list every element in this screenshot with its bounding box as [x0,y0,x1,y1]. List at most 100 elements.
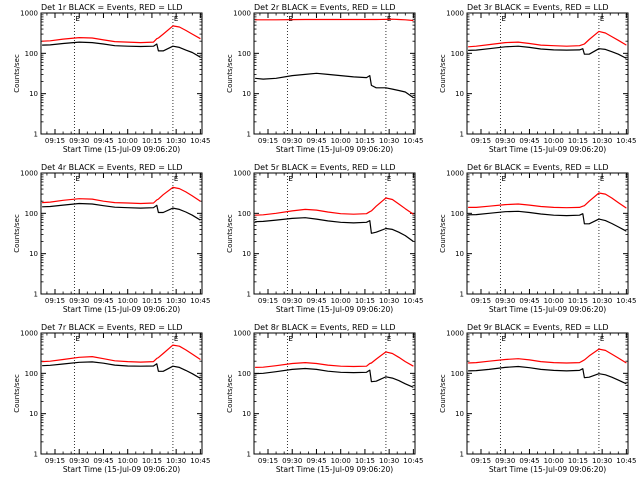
lld-series-line [468,30,627,48]
y-tick-label: 1 [34,451,38,459]
y-tick-label: 100 [25,370,38,378]
x-axis-label: Start Time (15-Jul-09 09:06:20) [63,145,180,154]
event-marker-label: E [174,15,178,23]
event-marker-label: E [387,335,391,343]
plot-frame [253,332,416,455]
x-tick-label: 09:30 [282,297,302,305]
y-tick-label: 100 [238,50,251,58]
y-tick-label: 100 [451,370,464,378]
y-tick-label: 1 [247,131,251,139]
panel-title: Det 6r BLACK = Events, RED = LLD [467,163,609,172]
event-marker-label: E [600,335,604,343]
lld-series-line [468,348,627,364]
x-tick-label: 10:15 [355,457,375,465]
x-tick-label: 09:15 [258,297,278,305]
x-tick-label: 09:30 [495,137,515,145]
events-series-line [42,202,201,221]
y-tick-label: 1 [460,131,464,139]
y-tick-label: 1000 [20,10,38,18]
plot-frame [40,172,203,295]
x-tick-label: 09:30 [69,137,89,145]
panel-title: Det 7r BLACK = Events, RED = LLD [41,323,183,332]
x-tick-label: 10:30 [592,457,612,465]
x-tick-label: 09:30 [69,457,89,465]
events-series-line [42,41,201,58]
y-axis-label: Counts/sec [13,374,21,413]
events-series-line [468,365,627,385]
y-tick-label: 10 [29,90,38,98]
x-tick-label: 10:15 [355,137,375,145]
x-axis-label: Start Time (15-Jul-09 09:06:20) [63,305,180,314]
x-tick-label: 09:30 [282,457,302,465]
x-tick-label: 10:30 [166,457,186,465]
x-tick-label: 10:00 [331,457,351,465]
lld-series-line [255,197,414,216]
detector-panel: Det 7r BLACK = Events, RED = LLD 1 10 100 10… [13,323,210,474]
event-marker-label: E [600,175,604,183]
y-tick-label: 1000 [446,10,464,18]
event-marker-label: E [288,175,292,183]
event-marker-label: E [288,15,292,23]
y-tick-label: 1 [460,291,464,299]
y-tick-label: 10 [29,250,38,258]
lld-series-line [468,192,627,209]
event-marker-label: E [501,15,505,23]
events-series-line [255,217,414,242]
y-tick-label: 100 [25,210,38,218]
x-tick-label: 09:45 [93,297,113,305]
x-tick-label: 10:15 [142,297,162,305]
x-tick-label: 10:45 [190,137,210,145]
event-marker-label: E [75,175,79,183]
y-tick-label: 1000 [446,170,464,178]
event-marker-label: E [174,175,178,183]
x-tick-label: 10:00 [118,137,138,145]
x-tick-label: 09:30 [69,297,89,305]
plot-frame [466,12,629,135]
x-tick-label: 10:00 [544,137,564,145]
detector-panel: Det 8r BLACK = Events, RED = LLD 1 10 100 10… [226,323,423,474]
x-tick-label: 10:15 [355,297,375,305]
y-axis-label: Counts/sec [226,54,234,93]
x-tick-label: 09:30 [495,297,515,305]
x-tick-label: 10:00 [118,457,138,465]
event-marker-label: E [288,335,292,343]
x-axis-label: Start Time (15-Jul-09 09:06:20) [489,145,606,154]
x-tick-label: 09:30 [495,457,515,465]
y-tick-label: 10 [455,250,464,258]
x-tick-label: 10:45 [403,297,423,305]
panel-title: Det 8r BLACK = Events, RED = LLD [254,323,396,332]
detector-panel: Det 6r BLACK = Events, RED = LLD 1 10 100 10… [439,163,636,314]
y-tick-label: 10 [455,410,464,418]
y-tick-label: 1000 [20,330,38,338]
y-tick-label: 1000 [233,330,251,338]
event-marker-label: E [501,175,505,183]
x-axis-label: Start Time (15-Jul-09 09:06:20) [276,145,393,154]
x-tick-label: 09:15 [471,297,491,305]
lld-series-line [42,25,201,44]
x-tick-label: 09:45 [93,457,113,465]
lld-series-line [42,186,201,205]
x-tick-label: 10:45 [616,137,636,145]
x-tick-label: 10:30 [379,137,399,145]
y-axis-label: Counts/sec [13,214,21,253]
x-tick-label: 10:00 [544,457,564,465]
x-tick-label: 10:15 [142,137,162,145]
x-tick-label: 09:45 [519,297,539,305]
x-tick-label: 09:45 [306,457,326,465]
x-axis-label: Start Time (15-Jul-09 09:06:20) [489,305,606,314]
y-tick-label: 1 [247,291,251,299]
panel-title: Det 3r BLACK = Events, RED = LLD [467,3,609,12]
x-tick-label: 09:15 [45,297,65,305]
y-tick-label: 10 [242,410,251,418]
x-tick-label: 09:15 [258,137,278,145]
x-tick-label: 10:15 [568,457,588,465]
plot-frame [466,172,629,295]
y-axis-label: Counts/sec [226,374,234,413]
plot-frame [253,172,416,295]
event-marker-label: E [75,335,79,343]
plot-frame [40,12,203,135]
x-tick-label: 10:15 [568,297,588,305]
x-tick-label: 10:45 [403,457,423,465]
y-tick-label: 10 [242,250,251,258]
y-tick-label: 1000 [446,330,464,338]
